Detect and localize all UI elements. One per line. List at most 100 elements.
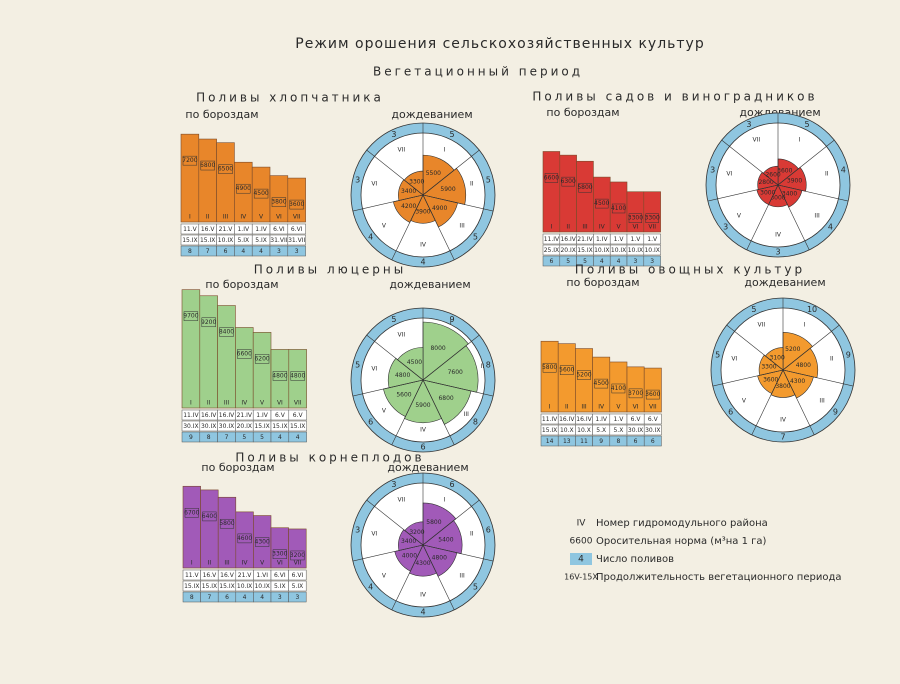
table-cell	[288, 591, 307, 603]
count-label: 5	[715, 351, 720, 360]
count-label: 5	[473, 232, 478, 241]
district-label: I	[799, 136, 801, 143]
counts-cell: 4	[259, 248, 263, 255]
count-label: 9	[833, 407, 838, 416]
norm-label: 4300	[415, 560, 430, 567]
table-cell	[288, 420, 307, 432]
norm-box	[542, 362, 557, 373]
norm-label: 4100	[611, 205, 626, 212]
ends-cell: 15.IX	[577, 247, 592, 254]
norm-label: 3000	[760, 190, 775, 197]
starts-cell: 21.V	[238, 572, 253, 579]
sector-divider	[422, 379, 455, 445]
norm-label: 4300	[790, 378, 805, 385]
furrow-label: по бороздам	[566, 276, 639, 289]
table-cell	[287, 223, 306, 235]
counts-cell: 6	[651, 438, 655, 445]
norm-label: 3300	[628, 215, 643, 222]
starts-cell: 6.V	[648, 416, 659, 423]
norm-box	[272, 549, 287, 559]
norm-box	[628, 213, 643, 223]
count-label: 3	[746, 120, 751, 129]
district-label: V	[260, 400, 265, 407]
section-title: Поливы люцерны	[254, 263, 406, 277]
ends-cell: 15.IX	[542, 427, 557, 434]
count-label: 7	[780, 433, 785, 442]
count-label: 4	[420, 258, 425, 267]
count-label: 5	[751, 305, 756, 314]
counts-cell: 8	[616, 438, 620, 445]
norm-label: 6800	[438, 395, 453, 402]
legend-symbol: 6600	[570, 537, 593, 547]
norm-box	[578, 182, 592, 193]
sector-divider	[422, 194, 455, 260]
norm-label: 3100	[770, 354, 785, 361]
counts-cell: 3	[295, 594, 299, 601]
count-label: 5	[355, 361, 360, 370]
starts-cell: 6.V	[293, 412, 304, 419]
norm-box	[183, 311, 199, 321]
starts-cell: 21.IV	[237, 412, 253, 419]
sector-divider	[352, 194, 424, 212]
district-label: IV	[780, 417, 787, 424]
counts-cell: 5	[242, 434, 246, 441]
norm-label: 3400	[782, 191, 797, 198]
starts-cell: 16.IV	[576, 416, 592, 423]
bar	[217, 496, 237, 569]
district-label: VII	[757, 321, 765, 328]
ends-cell: 10.X	[560, 427, 574, 434]
legend-text: Число поливов	[596, 554, 674, 565]
norm-label: 5800	[542, 364, 557, 371]
norm-box	[271, 197, 287, 207]
norm-label: 5600	[396, 392, 411, 399]
norm-box	[201, 317, 216, 328]
ends-cell: 15.IX	[290, 423, 305, 430]
district-label: VI	[371, 530, 377, 537]
district-label: VII	[294, 560, 302, 567]
sector-divider	[777, 139, 835, 186]
norm-box	[611, 203, 626, 214]
norm-box	[237, 533, 252, 544]
norm-label: 3600	[289, 201, 304, 208]
district-label: VII	[649, 404, 657, 411]
legend-symbol: IV	[577, 519, 587, 529]
norm-box	[595, 198, 609, 209]
district-label: II	[566, 224, 570, 231]
count-label: 3	[391, 130, 396, 139]
norm-label: 9700	[183, 313, 198, 320]
norm-label: 5500	[426, 170, 441, 177]
district-label: IV	[241, 400, 248, 407]
sector-divider	[422, 194, 494, 212]
norm-box	[561, 176, 575, 187]
ends-cell: 30.IX	[219, 423, 234, 430]
district-label: IV	[598, 404, 605, 411]
norm-label: 5800	[219, 520, 234, 527]
district-label: III	[582, 224, 588, 231]
bar	[576, 160, 594, 233]
district-label: VI	[371, 365, 377, 372]
starts-cell: 6.V	[275, 412, 286, 419]
district-label: VII	[397, 496, 405, 503]
counts-cell: 4	[241, 248, 245, 255]
count-label: 3	[775, 248, 780, 257]
starts-cell: 1.V	[613, 416, 624, 423]
norm-label: 3300	[645, 215, 660, 222]
counts-cell: 8	[190, 594, 194, 601]
norm-label: 7200	[182, 157, 197, 164]
starts-cell: 11.IV	[544, 236, 560, 243]
norm-label: 5800	[426, 519, 441, 526]
norm-box	[237, 349, 252, 359]
starts-cell: 1.IV	[595, 416, 607, 423]
ends-cell: 25.IX	[544, 247, 559, 254]
sector-divider	[366, 499, 424, 546]
counts-cell: 11	[580, 438, 588, 445]
norm-label: 4800	[432, 555, 447, 562]
bar	[235, 327, 254, 409]
sector-divider	[422, 334, 480, 381]
district-label: IV	[775, 232, 782, 239]
ends-cell: 5.IX	[274, 583, 286, 590]
district-label: VI	[371, 180, 377, 187]
count-label: 5	[486, 176, 491, 185]
norm-box	[200, 160, 215, 171]
norm-label: 2800	[758, 179, 773, 186]
